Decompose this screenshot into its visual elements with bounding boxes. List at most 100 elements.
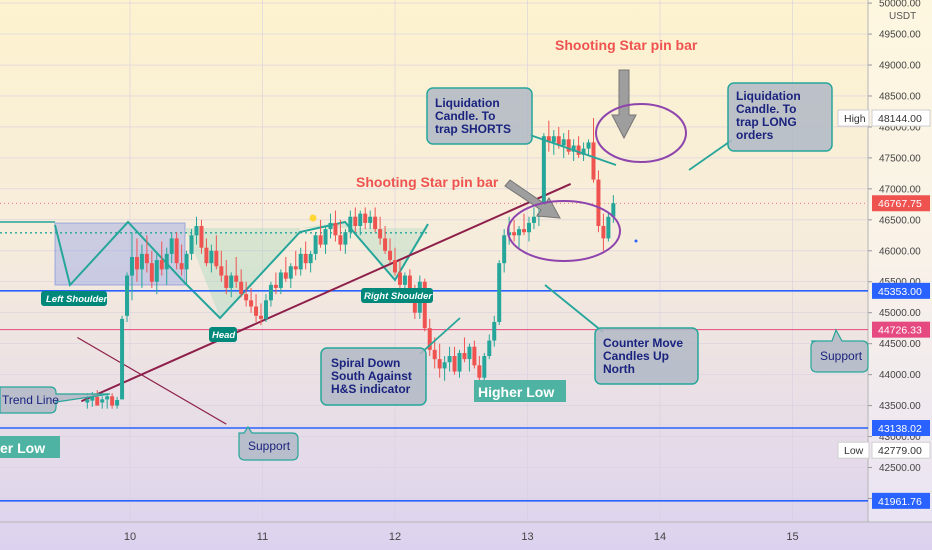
candle[interactable] — [606, 213, 611, 242]
candle[interactable] — [214, 235, 219, 270]
candle[interactable] — [487, 334, 492, 360]
candle[interactable] — [125, 272, 130, 322]
candle[interactable] — [199, 219, 204, 254]
candle[interactable] — [313, 232, 318, 261]
candle[interactable] — [273, 272, 278, 295]
candle[interactable] — [378, 216, 383, 245]
candle[interactable] — [338, 219, 343, 251]
candle[interactable] — [134, 238, 139, 282]
candle[interactable] — [442, 356, 447, 381]
candle[interactable] — [308, 250, 313, 273]
candle[interactable] — [388, 238, 393, 264]
candle[interactable] — [144, 235, 149, 273]
candle[interactable] — [169, 232, 174, 264]
candle[interactable] — [348, 210, 353, 239]
candle[interactable] — [581, 142, 586, 161]
candle[interactable] — [546, 120, 551, 152]
candle[interactable] — [328, 213, 333, 239]
candle[interactable] — [517, 226, 522, 248]
candle[interactable] — [457, 349, 462, 378]
candle[interactable] — [115, 396, 120, 409]
candle[interactable] — [288, 263, 293, 288]
candle[interactable] — [189, 229, 194, 261]
candle[interactable] — [154, 253, 159, 295]
candle[interactable] — [576, 136, 581, 158]
candle[interactable] — [432, 337, 437, 369]
candle[interactable] — [234, 256, 239, 288]
candle[interactable] — [129, 232, 134, 301]
candle[interactable] — [596, 170, 601, 233]
price-axis[interactable]: 50000.00 49500.00 49000.00 48500.00 48000.00… — [868, 0, 921, 505]
candle[interactable] — [219, 250, 224, 282]
candle[interactable] — [174, 232, 179, 270]
candle[interactable] — [512, 219, 517, 242]
candle[interactable] — [268, 281, 273, 307]
candle[interactable] — [179, 244, 184, 276]
candle[interactable] — [566, 130, 571, 155]
candle[interactable] — [402, 272, 407, 292]
candle[interactable] — [120, 315, 125, 400]
candle[interactable] — [224, 260, 229, 295]
candle[interactable] — [343, 229, 348, 254]
candle[interactable] — [244, 281, 249, 307]
candle[interactable] — [100, 396, 105, 409]
candle[interactable] — [318, 219, 323, 248]
candle[interactable] — [194, 216, 199, 245]
candle[interactable] — [526, 216, 531, 242]
trend-line[interactable] — [80, 182, 572, 403]
candle[interactable] — [467, 343, 472, 372]
candle[interactable] — [293, 250, 298, 276]
candle[interactable] — [482, 352, 487, 381]
candle[interactable] — [303, 241, 308, 270]
time-axis[interactable]: 10 11 12 13 14 15 — [124, 531, 799, 543]
candle[interactable] — [531, 207, 536, 230]
candle[interactable] — [159, 241, 164, 276]
candle[interactable] — [110, 393, 115, 409]
candle[interactable] — [263, 294, 268, 322]
candle[interactable] — [363, 207, 368, 230]
candle[interactable] — [591, 118, 596, 183]
candle[interactable] — [95, 390, 100, 406]
candle[interactable] — [278, 269, 283, 295]
candle[interactable] — [209, 244, 214, 273]
down-trend-line[interactable] — [77, 336, 227, 425]
candle[interactable] — [502, 229, 507, 273]
candle[interactable] — [184, 250, 189, 285]
candle[interactable] — [204, 238, 209, 267]
candle[interactable] — [437, 343, 442, 378]
candle[interactable] — [611, 195, 616, 223]
candle[interactable] — [323, 226, 328, 254]
candle[interactable] — [164, 247, 169, 285]
candle[interactable] — [447, 346, 452, 372]
candle[interactable] — [601, 213, 606, 251]
candle[interactable] — [373, 207, 378, 233]
candle[interactable] — [139, 244, 144, 288]
candle[interactable] — [586, 139, 591, 155]
candle[interactable] — [358, 210, 363, 236]
candle[interactable] — [105, 393, 110, 409]
candle[interactable] — [259, 303, 264, 326]
candle[interactable] — [229, 272, 234, 298]
candle[interactable] — [522, 213, 527, 236]
candle[interactable] — [368, 210, 373, 230]
candle[interactable] — [353, 207, 358, 233]
candle[interactable] — [561, 133, 566, 158]
candle[interactable] — [149, 250, 154, 288]
candle[interactable] — [333, 210, 338, 242]
candle[interactable] — [477, 356, 482, 384]
candle[interactable] — [427, 318, 432, 357]
candle[interactable] — [298, 247, 303, 276]
candle[interactable] — [497, 260, 502, 326]
candle[interactable] — [472, 340, 477, 369]
candle[interactable] — [492, 315, 497, 347]
candle[interactable] — [392, 247, 397, 276]
candle[interactable] — [239, 269, 244, 298]
candle[interactable] — [397, 260, 402, 288]
candle[interactable] — [452, 346, 457, 375]
candle[interactable] — [249, 287, 254, 313]
candle[interactable] — [254, 294, 259, 322]
candle[interactable] — [383, 226, 388, 254]
candle[interactable] — [283, 256, 288, 282]
candle[interactable] — [462, 337, 467, 363]
